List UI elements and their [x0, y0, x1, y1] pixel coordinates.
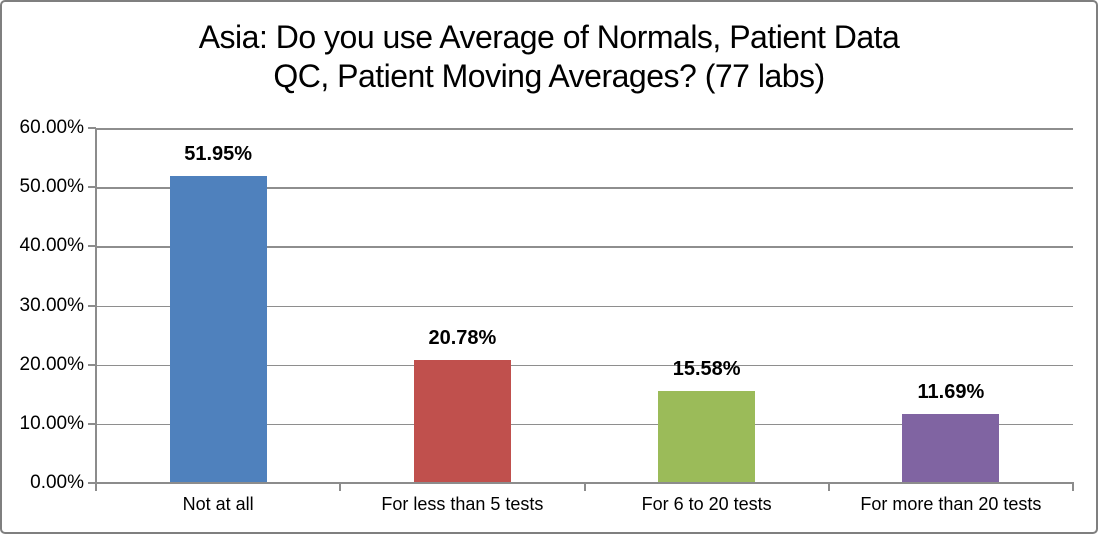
x-tick: [827, 483, 830, 491]
y-tick: [88, 363, 96, 366]
gridline: [96, 305, 1073, 307]
x-axis-label: For 6 to 20 tests: [641, 494, 772, 514]
bar-not-at-all: [169, 175, 267, 483]
y-tick: [88, 422, 96, 425]
x-axis-label: Not at all: [182, 494, 254, 514]
bar-value-label: 11.69%: [917, 380, 985, 403]
gridline: [96, 423, 1073, 426]
x-axis-label: For less than 5 tests: [381, 494, 544, 514]
bar-value-label: 15.58%: [672, 357, 741, 380]
chart-title-line-1: Asia: Do you use Average of Normals, Pat…: [198, 19, 900, 55]
x-tick: [1072, 483, 1074, 491]
x-axis-line: [95, 482, 1074, 484]
gridline: [96, 187, 1073, 189]
y-axis-label: 60.00%: [19, 117, 84, 138]
chart-title-line-2: QC, Patient Moving Averages? (77 labs): [273, 58, 825, 94]
x-tick: [583, 483, 586, 491]
y-axis-label: 30.00%: [19, 294, 84, 316]
gridline: [96, 246, 1073, 248]
x-tick: [339, 483, 342, 491]
y-axis-label: 20.00%: [19, 353, 84, 375]
y-tick: [88, 304, 96, 307]
y-tick: [88, 186, 96, 189]
chart-title: Asia: Do you use Average of Normals, Pat…: [2, 18, 1096, 96]
bar-value-label: 51.95%: [184, 142, 253, 165]
y-axis-label: 40.00%: [19, 235, 84, 257]
x-tick: [95, 483, 97, 491]
y-axis-label: 0.00%: [30, 472, 84, 493]
gridline: [96, 364, 1073, 367]
y-axis-label: 10.00%: [19, 412, 84, 434]
gridline: [96, 128, 1073, 130]
y-axis-label: 50.00%: [19, 176, 84, 198]
y-axis-line: [95, 128, 97, 485]
bar-for-more-than-20-tests: [902, 413, 1000, 483]
y-tick: [88, 127, 96, 129]
bar-for-6-to-20-tests: [658, 390, 756, 483]
y-tick: [88, 482, 96, 484]
bar-for-less-than-5-tests: [413, 360, 511, 483]
plot-area: 51.95% 20.78% 15.58% 11.69%: [96, 128, 1073, 483]
bar-value-label: 20.78%: [428, 327, 497, 350]
x-axis-label: For more than 20 tests: [860, 494, 1042, 514]
y-tick: [88, 245, 96, 248]
